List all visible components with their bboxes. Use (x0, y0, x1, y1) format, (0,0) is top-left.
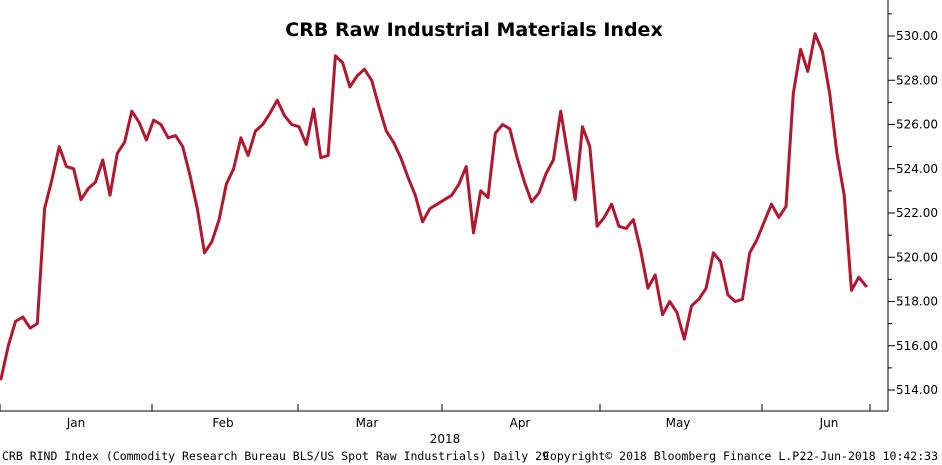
x-tick-label-mar: Mar (356, 416, 379, 430)
y-axis-ticks: 514.00 516.00 518.00 520.00 522.00 524.00 526.… (888, 13, 938, 397)
y-tick-label: 528.00 (896, 73, 938, 87)
y-tick-label: 526.00 (896, 118, 938, 132)
y-tick-label: 530.00 (896, 29, 938, 43)
series-line-crb-rind (0, 32, 868, 381)
x-tick-label-may: May (666, 416, 691, 430)
x-tick-label-feb: Feb (212, 416, 233, 430)
x-tick-label-jun: Jun (819, 416, 839, 430)
x-tick-label-apr: Apr (510, 416, 531, 430)
footer-timestamp: 22-Jun-2018 10:42:33 (800, 449, 939, 463)
x-tick-label-jan: Jan (66, 416, 86, 430)
footer-copyright: Copyright© 2018 Bloomberg Finance L.P. (543, 449, 806, 463)
y-tick-label: 520.00 (896, 250, 938, 264)
series-group (0, 32, 868, 381)
y-tick-label: 514.00 (896, 383, 938, 397)
x-year-label: 2018 (430, 432, 461, 446)
footer-source: CRB RIND Index (Commodity Research Burea… (2, 449, 549, 463)
x-axis-ticks: Jan Feb Mar Apr May Jun (0, 404, 871, 430)
y-tick-label: 524.00 (896, 162, 938, 176)
y-tick-label: 522.00 (896, 206, 938, 220)
y-tick-label: 516.00 (896, 339, 938, 353)
y-tick-label: 518.00 (896, 295, 938, 309)
chart-title: CRB Raw Industrial Materials Index (285, 19, 662, 41)
